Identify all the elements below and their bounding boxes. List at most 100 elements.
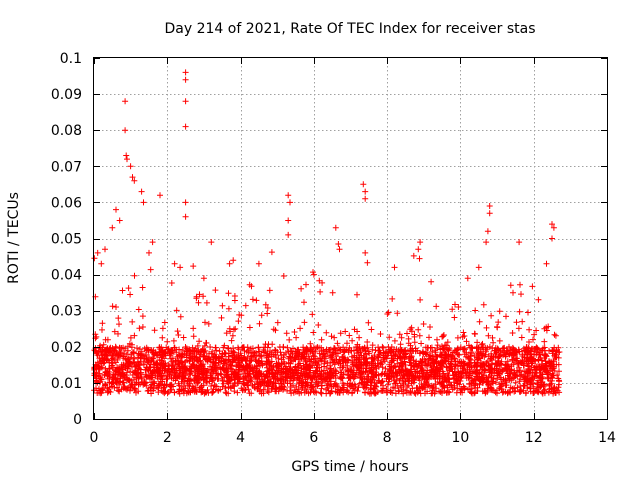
data-point — [441, 375, 448, 382]
data-point — [104, 385, 110, 392]
data-point — [511, 371, 518, 378]
data-point — [315, 322, 322, 328]
data-point — [274, 319, 281, 326]
data-point — [385, 381, 391, 388]
data-point — [496, 337, 503, 344]
data-point — [144, 366, 151, 373]
data-point — [516, 308, 523, 315]
data-point — [193, 354, 200, 361]
data-point — [322, 355, 329, 362]
data-point — [553, 347, 560, 354]
data-point — [296, 350, 303, 357]
data-point — [411, 339, 418, 346]
data-point — [328, 333, 335, 340]
y-tick-label: 0.04 — [51, 268, 82, 284]
data-point — [499, 368, 506, 375]
data-point — [485, 332, 492, 339]
data-point — [384, 311, 391, 317]
data-point — [161, 390, 168, 397]
data-point — [349, 390, 355, 397]
data-point — [99, 326, 105, 333]
data-point — [529, 283, 536, 290]
data-point — [160, 385, 167, 392]
data-point — [244, 344, 251, 351]
data-point — [241, 347, 248, 354]
data-point — [539, 374, 546, 380]
data-point — [236, 311, 243, 318]
data-point — [517, 383, 524, 390]
data-point — [244, 355, 251, 361]
data-point — [276, 384, 283, 391]
data-point — [282, 373, 289, 380]
data-point — [216, 348, 223, 355]
data-point — [514, 384, 521, 391]
data-point — [445, 389, 451, 396]
data-point — [318, 357, 325, 364]
data-point — [240, 376, 247, 383]
data-point — [465, 374, 472, 381]
data-point — [364, 339, 371, 345]
data-point — [504, 347, 511, 354]
data-point — [479, 352, 486, 359]
data-point — [139, 313, 146, 320]
data-point — [178, 373, 185, 380]
data-point — [149, 239, 156, 246]
data-point — [213, 383, 220, 390]
data-point — [479, 362, 485, 369]
data-point — [535, 296, 542, 303]
data-point — [519, 358, 526, 365]
data-point — [390, 357, 396, 364]
data-point — [258, 353, 265, 360]
data-point — [437, 352, 444, 359]
data-point — [434, 336, 440, 343]
data-point — [327, 353, 333, 360]
data-point — [391, 264, 398, 271]
data-point — [495, 319, 502, 326]
x-tick-label: 8 — [383, 430, 392, 446]
data-point — [452, 362, 459, 369]
data-point — [94, 249, 101, 256]
data-point — [182, 199, 189, 206]
data-point — [529, 380, 535, 387]
data-point — [93, 333, 100, 340]
data-point — [460, 383, 467, 390]
data-point — [182, 123, 189, 130]
data-point — [466, 370, 473, 377]
data-point — [410, 252, 417, 259]
data-point — [424, 344, 431, 351]
data-point — [228, 371, 235, 378]
data-point — [492, 389, 499, 396]
data-point — [489, 380, 496, 387]
data-point — [203, 340, 210, 346]
data-point — [244, 363, 251, 370]
data-point — [104, 336, 111, 343]
data-point — [182, 76, 189, 83]
data-point — [377, 331, 384, 337]
data-point — [337, 330, 344, 337]
data-point — [131, 332, 138, 339]
data-point — [221, 342, 228, 349]
data-point — [342, 359, 349, 366]
data-point — [122, 355, 129, 362]
data-point — [100, 341, 107, 348]
data-point — [434, 379, 441, 385]
data-point — [225, 305, 232, 312]
data-point — [343, 388, 350, 395]
data-point — [400, 390, 407, 397]
data-point — [514, 360, 521, 367]
data-point — [407, 353, 414, 360]
data-point — [104, 389, 111, 396]
data-point — [305, 373, 312, 380]
data-point — [460, 329, 467, 336]
data-point — [521, 382, 528, 389]
data-point — [221, 360, 228, 367]
data-point — [336, 389, 343, 396]
data-point — [550, 224, 557, 231]
data-point — [276, 344, 283, 350]
data-point — [362, 188, 369, 195]
data-point — [422, 358, 429, 365]
data-point — [543, 260, 550, 267]
data-point — [269, 367, 276, 373]
data-point — [438, 352, 445, 359]
data-point — [127, 384, 134, 391]
